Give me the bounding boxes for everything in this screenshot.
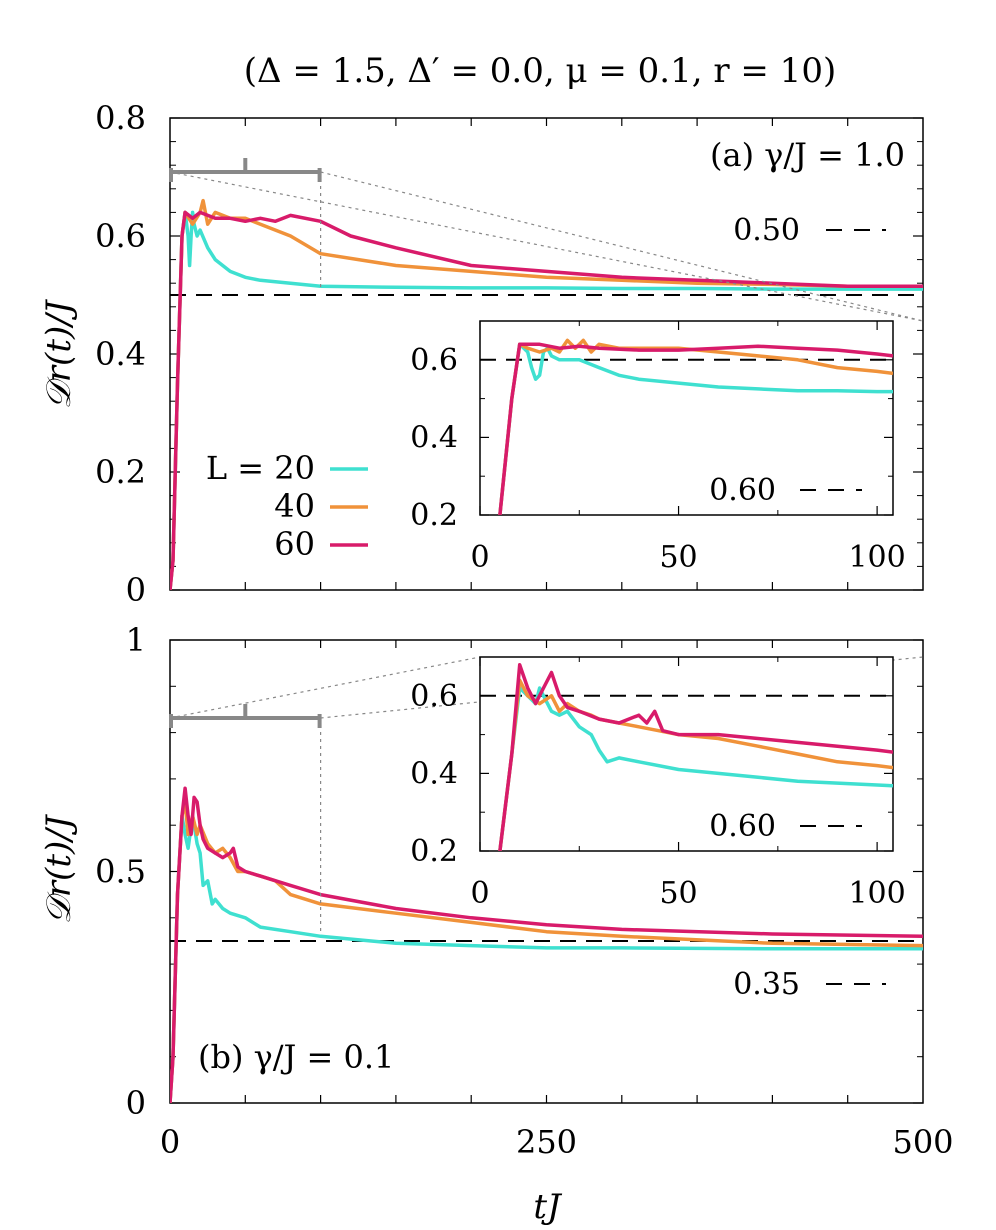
legend-label-60: 60 <box>274 525 315 563</box>
inset-y-tick-label: 0.4 <box>410 420 458 455</box>
reference-label: 0.50 <box>733 213 800 248</box>
inset-series-line-0 <box>498 342 893 515</box>
y-axis-title-b: 𝒟r(t)/J <box>39 813 79 924</box>
series-line-0 <box>170 210 923 590</box>
inset-series-group <box>498 338 893 515</box>
legend-label-20: L = 20 <box>206 449 315 487</box>
inset-x-tick-label: 50 <box>659 876 697 911</box>
inset-x-tick-label: 50 <box>659 540 697 575</box>
y-tick-label: 0.5 <box>95 853 146 891</box>
series-group <box>170 198 923 590</box>
y-tick-label: 0.8 <box>95 99 146 137</box>
inset-series-line-1 <box>498 338 893 515</box>
inset-x-tick-label: 100 <box>848 540 905 575</box>
y-axis-title-a: 𝒟r(t)/J <box>39 298 79 409</box>
inset-frame <box>479 656 894 852</box>
inset-y-tick-label: 0.2 <box>410 498 458 533</box>
inset-reference-label: 0.60 <box>709 473 776 508</box>
y-tick-label: 0 <box>126 1084 146 1122</box>
inset-x-tick-label: 0 <box>470 540 489 575</box>
legend-label-40: 40 <box>274 487 315 525</box>
y-tick-label: 1 <box>126 621 146 659</box>
y-tick-label: 0.6 <box>95 217 146 255</box>
x-tick-label: 0 <box>160 1123 180 1161</box>
inset-y-tick-label: 0.6 <box>410 343 458 378</box>
zoom-connector <box>320 171 924 322</box>
y-tick-label: 0.2 <box>95 453 146 491</box>
series-line-2 <box>170 786 923 1103</box>
series-line-0 <box>170 814 923 1103</box>
panel-a: 00.20.40.60.80.50(a) γ/J = 1.00.20.40.60… <box>95 99 924 609</box>
inset-y-tick-label: 0.2 <box>410 834 458 869</box>
panel-label: (b) γ/J = 0.1 <box>198 1038 394 1076</box>
inset-reference-label: 0.60 <box>709 809 776 844</box>
inset-series-line-2 <box>498 342 893 515</box>
inset-series-line-2 <box>498 663 893 851</box>
legend: L = 20 40 60 <box>206 449 368 563</box>
panel-label: (a) γ/J = 1.0 <box>710 136 905 174</box>
reference-label: 0.35 <box>733 967 800 1002</box>
inset-y-tick-label: 0.6 <box>410 679 458 714</box>
x-tick-label: 250 <box>516 1123 577 1161</box>
y-tick-label: 0 <box>126 571 146 609</box>
inset-y-tick-label: 0.4 <box>410 756 458 791</box>
zoom-connector <box>169 171 924 322</box>
inset-x-tick-label: 100 <box>848 876 905 911</box>
inset-x-tick-label: 0 <box>470 876 489 911</box>
x-axis-title: tJ <box>533 1187 563 1227</box>
y-tick-label: 0.4 <box>95 335 146 373</box>
series-group <box>170 786 923 1103</box>
series-line-2 <box>170 210 923 590</box>
x-tick-label: 500 <box>892 1123 953 1161</box>
inset-frame <box>479 320 894 516</box>
chart-title: (Δ = 1.5, Δ′ = 0.0, μ = 0.1, r = 10) <box>244 51 836 91</box>
inset-series-group <box>498 663 893 851</box>
